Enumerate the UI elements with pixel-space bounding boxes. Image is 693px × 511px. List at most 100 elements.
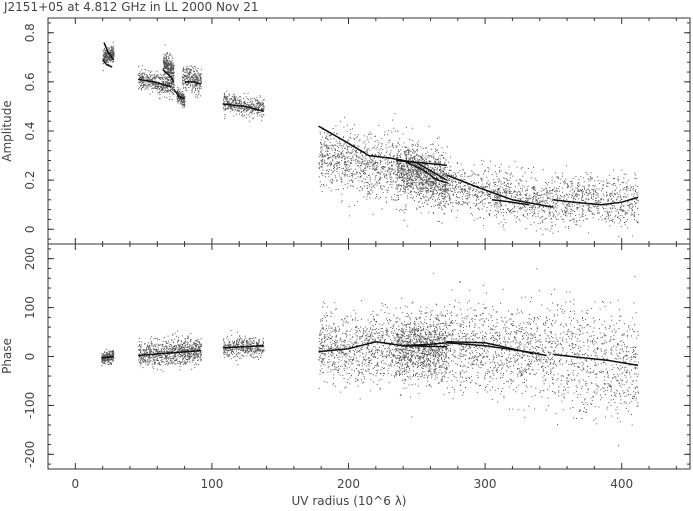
data-point: [371, 164, 373, 166]
data-point: [163, 63, 165, 65]
data-point: [403, 142, 405, 144]
data-point: [484, 169, 486, 171]
data-point: [168, 73, 170, 75]
data-point: [390, 174, 391, 176]
data-point: [412, 163, 414, 164]
data-point: [346, 157, 348, 159]
data-point: [245, 108, 247, 110]
data-point: [396, 175, 398, 177]
data-point: [192, 84, 194, 86]
data-point: [195, 78, 197, 80]
data-point: [621, 204, 623, 206]
data-point: [180, 99, 182, 101]
data-point: [161, 88, 163, 90]
data-point: [162, 89, 164, 91]
data-point: [435, 189, 437, 191]
data-point: [444, 173, 446, 175]
data-point: [547, 191, 549, 193]
data-point: [433, 212, 434, 214]
data-point: [405, 209, 407, 211]
data-point: [634, 202, 636, 204]
data-point: [323, 156, 325, 158]
data-point: [437, 166, 439, 168]
data-point: [546, 192, 548, 194]
data-point: [112, 51, 114, 53]
data-point: [244, 106, 246, 108]
data-point: [171, 81, 173, 83]
data-point: [434, 148, 436, 150]
data-point: [488, 202, 490, 204]
data-point: [320, 161, 322, 163]
data-point: [442, 193, 444, 195]
data-point: [465, 198, 467, 199]
data-point: [584, 201, 586, 202]
data-point: [358, 180, 360, 182]
data-point: [169, 98, 171, 100]
data-point: [173, 75, 175, 77]
data-point: [172, 65, 174, 67]
data-point: [422, 171, 423, 173]
data-point: [184, 103, 186, 105]
data-point: [494, 203, 496, 205]
data-point: [562, 218, 564, 220]
data-point: [514, 215, 516, 217]
data-point: [416, 187, 418, 189]
data-point: [488, 213, 490, 215]
data-point: [361, 158, 362, 160]
data-point: [428, 185, 430, 187]
data-point: [260, 105, 261, 107]
data-point: [405, 188, 406, 190]
data-point: [365, 143, 367, 145]
data-point: [154, 83, 155, 85]
data-point: [418, 193, 420, 195]
data-point: [498, 190, 500, 192]
data-point: [169, 68, 171, 70]
data-point: [107, 56, 109, 58]
data-point: [411, 185, 412, 187]
data-point: [622, 209, 624, 211]
data-point: [432, 172, 433, 174]
data-point: [106, 61, 108, 63]
data-point: [487, 170, 489, 172]
data-point: [406, 147, 408, 148]
data-point: [318, 163, 320, 165]
data-point: [409, 185, 410, 187]
data-point: [377, 165, 379, 167]
data-point: [170, 69, 172, 71]
data-point: [446, 201, 448, 203]
data-point: [566, 165, 568, 167]
data-point: [240, 102, 242, 104]
data-point: [183, 102, 185, 104]
data-point: [253, 97, 255, 99]
data-point: [513, 196, 515, 198]
data-point: [420, 165, 422, 167]
data-point: [407, 193, 409, 194]
data-point: [103, 49, 105, 51]
data-point: [147, 86, 149, 88]
data-point: [466, 198, 468, 200]
data-point: [395, 181, 397, 183]
data-point: [356, 170, 358, 172]
data-point: [410, 182, 412, 184]
data-point: [398, 165, 400, 167]
data-point: [319, 131, 321, 133]
data-point: [420, 197, 421, 199]
data-point: [424, 164, 426, 166]
data-point: [341, 147, 343, 149]
data-point: [407, 172, 409, 174]
data-point: [225, 96, 227, 98]
data-point: [506, 192, 508, 194]
data-point: [224, 101, 226, 103]
data-point: [449, 183, 451, 185]
data-point: [478, 191, 480, 193]
data-point: [453, 178, 455, 180]
data-point: [385, 152, 387, 153]
data-point: [409, 175, 411, 177]
data-point: [409, 185, 411, 187]
data-point: [112, 52, 114, 54]
data-point: [409, 164, 411, 166]
data-point: [552, 189, 554, 191]
data-point: [449, 156, 451, 158]
data-point: [333, 146, 335, 148]
data-point: [358, 140, 360, 142]
